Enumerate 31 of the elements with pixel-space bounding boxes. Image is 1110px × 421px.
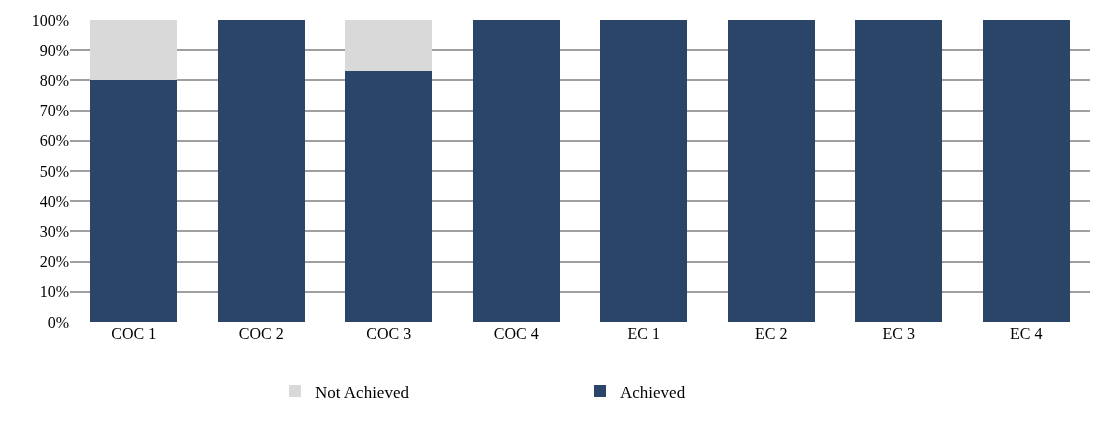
y-tick-label: 80% [39,72,69,89]
y-tick-label: 10% [39,283,69,301]
x-tick-label: COC 4 [493,325,539,342]
bar [982,20,1070,322]
y-tick-label: 20% [39,253,69,271]
x-tick-label: EC 4 [1010,325,1043,342]
y-tick-label: 90% [39,41,69,59]
x-tick-label: EC 2 [755,325,788,342]
bar [90,80,178,322]
y-tick-label: 40% [39,192,69,210]
bar [855,20,943,322]
bar [90,20,178,81]
bar [472,20,560,322]
bar [600,20,688,322]
x-tick-label: EC 3 [882,325,915,342]
y-tick-label: 70% [39,102,69,120]
bar [345,71,433,322]
x-tick-label: EC 1 [627,325,660,342]
y-tick-label: 100% [31,11,69,29]
bar [727,20,815,322]
x-tick-label: COC 1 [111,325,157,342]
x-tick-label: COC 2 [238,325,284,342]
bar [345,20,433,72]
y-tick-label: 50% [39,162,69,180]
legend-label: Achieved [620,382,686,402]
legend-label: Not Achieved [315,382,410,402]
x-tick-label: COC 3 [366,325,412,342]
bar [217,20,305,322]
y-tick-label: 30% [39,223,69,240]
y-tick-label: 0% [47,313,69,331]
y-tick-label: 60% [39,132,69,150]
